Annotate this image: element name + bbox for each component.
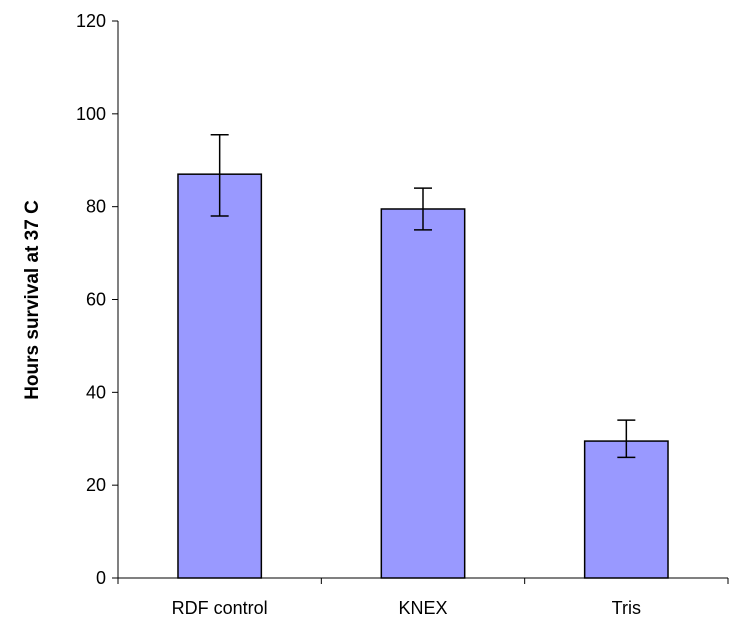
y-tick-label: 60: [86, 290, 106, 310]
y-tick-label: 120: [76, 11, 106, 31]
y-tick-label: 80: [86, 197, 106, 217]
x-tick-label: Tris: [612, 598, 641, 618]
y-tick-label: 0: [96, 568, 106, 588]
bars-group: [177, 173, 669, 579]
x-tick-label: KNEX: [398, 598, 447, 618]
y-axis-label: Hours survival at 37 C: [22, 200, 43, 400]
bar-rdf-control: [177, 173, 263, 579]
y-tick-label: 20: [86, 475, 106, 495]
y-axis: 0 20 40 60 80 100 120: [76, 11, 119, 588]
bar-tris: [583, 440, 669, 579]
bar-knex: [380, 208, 466, 579]
y-tick-label: 40: [86, 382, 106, 402]
error-bars-group: [210, 133, 636, 459]
x-axis: RDF control KNEX Tris: [117, 577, 729, 618]
x-tick-label: RDF control: [172, 598, 268, 618]
y-tick-label: 100: [76, 104, 106, 124]
